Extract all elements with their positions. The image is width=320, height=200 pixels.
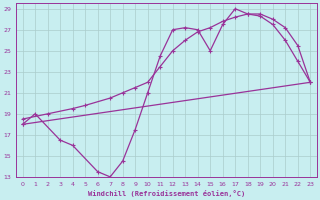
X-axis label: Windchill (Refroidissement éolien,°C): Windchill (Refroidissement éolien,°C) bbox=[88, 190, 245, 197]
